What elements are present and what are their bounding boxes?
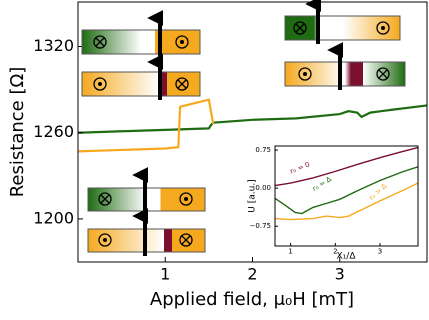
schematic — [284, 0, 401, 44]
data-line — [274, 166, 419, 215]
y-tick-label: 1320 — [33, 36, 74, 55]
x-tick-label: 3 — [378, 248, 382, 256]
schematic — [87, 167, 206, 215]
schematic — [87, 208, 206, 256]
y-tick-label: 0.75 — [255, 146, 271, 154]
x-tick-label: 2 — [333, 248, 337, 256]
axes-frame — [274, 145, 419, 247]
data-line — [77, 104, 428, 134]
x-tick-label: 3 — [335, 264, 345, 283]
y-tick-label: 1200 — [33, 208, 74, 227]
data-line — [77, 98, 215, 153]
data-line — [274, 146, 419, 187]
schematic — [284, 42, 406, 90]
x-tick-label: 1 — [160, 264, 170, 283]
x-tick-label: 1 — [288, 248, 292, 256]
data-line — [274, 182, 419, 221]
y-axis-label: U [a.u.] — [248, 179, 258, 212]
schematic — [81, 10, 201, 58]
x-axis-label: Applied field, μ₀H [mT] — [150, 289, 354, 310]
x-tick-label: 2 — [247, 264, 257, 283]
y-tick-label: 1260 — [33, 122, 74, 141]
y-tick-label: −0.75 — [250, 222, 271, 230]
schematics — [81, 0, 406, 256]
schematic — [81, 54, 201, 100]
y-tick-label: 0.00 — [255, 184, 271, 192]
main-chart: 1 2 3 1200 1260 1320 Applied field, μ₀H [mT] Re… — [7, 1, 428, 310]
y-axis-label: Resistance [Ω] — [7, 67, 28, 198]
x-axis-label: X₁/Δ — [337, 252, 357, 262]
